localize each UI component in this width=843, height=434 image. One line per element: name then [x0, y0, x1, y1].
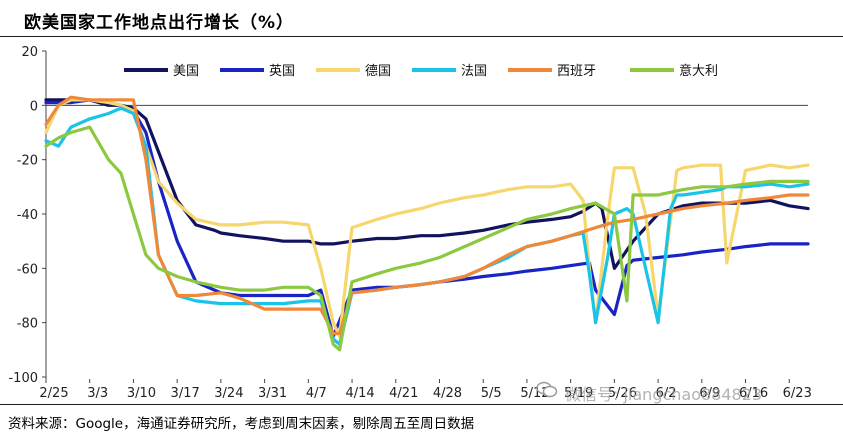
- x-tick-label: 5/26: [608, 386, 637, 401]
- x-tick-label: 3/3: [87, 386, 108, 401]
- legend-label: 美国: [173, 64, 199, 79]
- x-tick-label: 6/23: [783, 386, 812, 401]
- x-tick-label: 4/28: [433, 386, 462, 401]
- series-line-5: [44, 125, 810, 352]
- series-line-2: [44, 98, 810, 338]
- series-line-3: [44, 106, 810, 346]
- x-tick-label: 6/9: [699, 386, 720, 401]
- x-tick-label: 4/21: [389, 386, 418, 401]
- x-tick-label: 5/19: [564, 386, 593, 401]
- x-tick-label: 3/24: [214, 386, 243, 401]
- bottom-rule: [0, 404, 843, 405]
- x-tick-label: 3/31: [258, 386, 287, 401]
- series-line-4: [44, 95, 810, 336]
- legend-label: 法国: [461, 64, 487, 79]
- watermark-text: 微信号: jiangchao884823: [565, 385, 763, 404]
- wechat-logo-icon: [536, 381, 558, 398]
- x-tick-label: 4/14: [345, 386, 374, 401]
- y-tick-label: -80: [17, 317, 38, 332]
- legend-label: 英国: [269, 64, 295, 79]
- x-tick-label: 2/25: [39, 386, 68, 401]
- x-tick-label: 6/2: [656, 386, 677, 401]
- top-rule: [0, 36, 843, 37]
- x-tick-label: 3/17: [171, 386, 200, 401]
- legend-label: 意大利: [679, 63, 718, 79]
- x-tick-label: 3/10: [127, 386, 156, 401]
- y-tick-label: -100: [8, 371, 38, 386]
- source-note: 资料来源：Google，海通证券研究所，考虑到周末因素，剔除周五至周日数据: [8, 416, 475, 432]
- legend-label: 德国: [365, 64, 391, 79]
- x-tick-label: 4/7: [306, 386, 327, 401]
- x-tick-label: 6/16: [739, 386, 768, 401]
- y-tick-label: -20: [17, 154, 38, 169]
- legend-label: 西班牙: [557, 64, 596, 79]
- y-tick-label: 20: [21, 45, 38, 60]
- chart-title: 欧美国家工作地点出行增长（%）: [24, 13, 295, 33]
- series-line-1: [44, 98, 810, 338]
- x-tick-label: 5/12: [520, 386, 549, 401]
- legend: 美国 英国 德国 法国 西班牙 意大利: [124, 63, 718, 79]
- y-tick-label: -60: [17, 262, 38, 277]
- x-tick-label: 5/5: [481, 386, 502, 401]
- y-tick-label: 0: [30, 99, 38, 114]
- series-lines: [44, 95, 810, 352]
- y-tick-label: -40: [17, 208, 38, 223]
